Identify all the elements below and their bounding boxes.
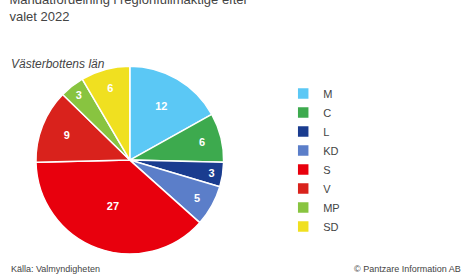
svg-text:12: 12 [155,100,167,112]
svg-text:Mandatfördelning i regionfullm: Mandatfördelning i regionfullmäktige eft… [9,0,248,24]
svg-text:3: 3 [209,167,215,179]
svg-text:Västerbottens län: Västerbottens län [11,57,105,71]
svg-text:C: C [323,107,331,119]
svg-text:© Pantzare Information AB: © Pantzare Information AB [354,264,461,274]
svg-text:6: 6 [199,136,205,148]
svg-text:3: 3 [76,89,82,101]
svg-text:S: S [323,164,330,176]
svg-text:9: 9 [64,129,70,141]
svg-text:M: M [323,88,332,100]
svg-text:SD: SD [323,221,338,233]
svg-text:Källa: Valmyndigheten: Källa: Valmyndigheten [11,264,100,274]
svg-text:V: V [323,183,331,195]
svg-text:MP: MP [323,202,340,214]
svg-text:KD: KD [323,145,338,157]
svg-text:6: 6 [107,82,113,94]
svg-text:L: L [323,126,329,138]
svg-text:5: 5 [194,192,200,204]
svg-text:27: 27 [107,200,119,212]
